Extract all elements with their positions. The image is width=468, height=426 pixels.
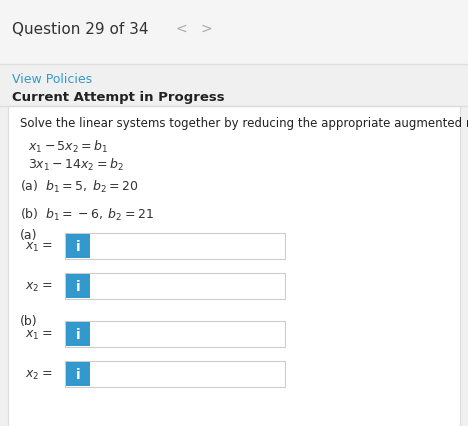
FancyBboxPatch shape (65, 361, 285, 387)
Text: Current Attempt in Progress: Current Attempt in Progress (12, 91, 225, 104)
FancyBboxPatch shape (66, 274, 90, 298)
Text: i: i (76, 279, 80, 294)
Text: <: < (175, 22, 187, 36)
Text: Solve the linear systems together by reducing the appropriate augmented matrix.: Solve the linear systems together by red… (20, 117, 468, 130)
Text: $x_1 - 5x_2 = b_1$: $x_1 - 5x_2 = b_1$ (28, 139, 108, 155)
Text: $x_2 =$: $x_2 =$ (25, 368, 52, 381)
Text: $x_2 =$: $x_2 =$ (25, 280, 52, 293)
Text: >: > (200, 22, 212, 36)
FancyBboxPatch shape (65, 273, 285, 299)
Text: $x_1 =$: $x_1 =$ (25, 328, 52, 341)
Text: (a): (a) (20, 228, 37, 242)
FancyBboxPatch shape (65, 233, 285, 259)
FancyBboxPatch shape (66, 322, 90, 346)
Text: i: i (76, 367, 80, 381)
Text: (a)  $b_1 = 5,\;  b_2 = 20$: (a) $b_1 = 5,\; b_2 = 20$ (20, 178, 139, 195)
Text: i: i (76, 239, 80, 253)
Text: View Policies: View Policies (12, 73, 92, 86)
FancyBboxPatch shape (0, 0, 468, 65)
Text: $3x_1 - 14x_2 = b_2$: $3x_1 - 14x_2 = b_2$ (28, 157, 124, 173)
Text: (b)  $b_1 = -6,\; b_2 = 21$: (b) $b_1 = -6,\; b_2 = 21$ (20, 207, 154, 222)
FancyBboxPatch shape (8, 107, 460, 426)
Text: (b): (b) (20, 314, 37, 327)
Text: $x_1 =$: $x_1 =$ (25, 240, 52, 253)
Text: i: i (76, 327, 80, 341)
FancyBboxPatch shape (66, 234, 90, 259)
FancyBboxPatch shape (65, 321, 285, 347)
Text: Question 29 of 34: Question 29 of 34 (12, 22, 148, 37)
FancyBboxPatch shape (66, 362, 90, 386)
